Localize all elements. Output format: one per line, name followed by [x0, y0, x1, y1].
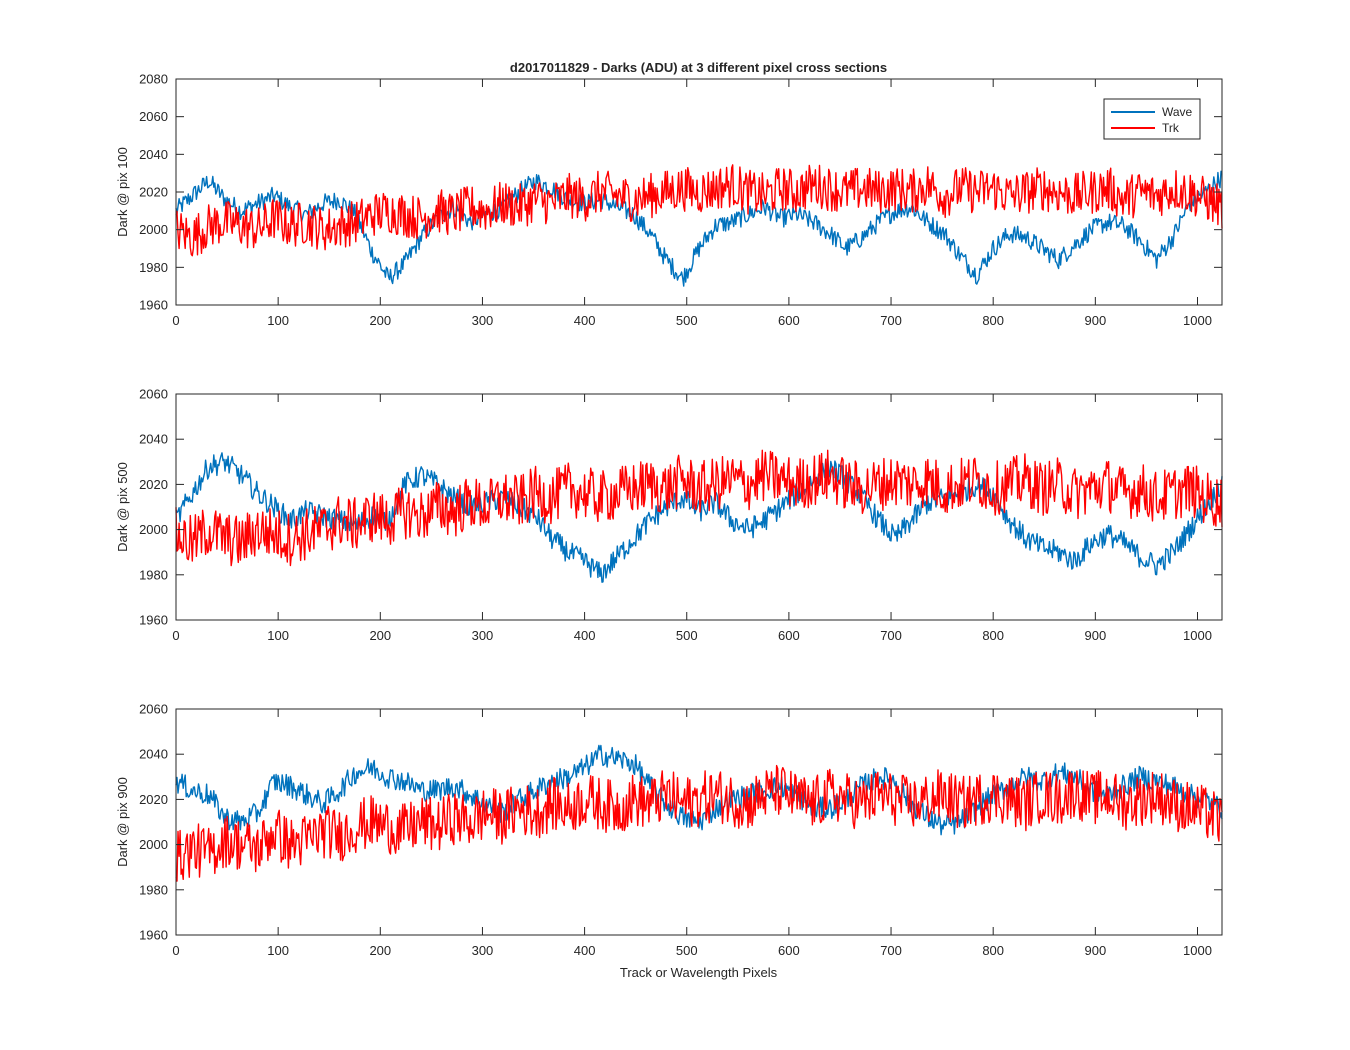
- y-tick-label: 2020: [139, 792, 168, 807]
- y-tick-label: 1960: [139, 613, 168, 628]
- x-tick-label: 600: [778, 628, 800, 643]
- legend-box: [1103, 98, 1201, 140]
- y-tick-label: 2040: [139, 432, 168, 447]
- x-tick-label: 0: [172, 313, 179, 328]
- x-tick-label: 500: [676, 313, 698, 328]
- y-tick-label: 1980: [139, 882, 168, 897]
- x-tick-label: 400: [574, 313, 596, 328]
- x-tick-label: 500: [676, 943, 698, 958]
- legend-label-trk: Trk: [1162, 121, 1180, 135]
- x-tick-label: 700: [880, 943, 902, 958]
- axes-frame: [175, 708, 1223, 936]
- y-tick-label: 2080: [139, 72, 168, 87]
- x-tick-label: 800: [982, 628, 1004, 643]
- x-tick-label: 100: [267, 943, 289, 958]
- x-tick-label: 600: [778, 313, 800, 328]
- legend-label-wave: Wave: [1162, 105, 1193, 119]
- x-tick-label: 1000: [1183, 628, 1212, 643]
- x-tick-label: 900: [1084, 943, 1106, 958]
- x-tick-label: 700: [880, 628, 902, 643]
- x-tick-label: 800: [982, 313, 1004, 328]
- axes-frame: [175, 393, 1223, 621]
- x-tick-label: 500: [676, 628, 698, 643]
- x-tick-label: 200: [369, 628, 391, 643]
- panel-middle: 0 100 200 300 400 500 600 700 800 900 1000 1960 1980…: [115, 387, 1223, 643]
- y-tick-label: 1960: [139, 298, 168, 313]
- x-tick-label: 0: [172, 628, 179, 643]
- figure-title: d2017011829 - Darks (ADU) at 3 different…: [510, 60, 887, 75]
- x-tick-label: 700: [880, 313, 902, 328]
- x-tick-label: 0: [172, 943, 179, 958]
- series-line-trk: [175, 449, 1223, 567]
- y-tick-label: 2040: [139, 147, 168, 162]
- series-line-wave: [175, 170, 1223, 287]
- series-line-trk: [175, 164, 1223, 257]
- x-tick-label: 300: [472, 313, 494, 328]
- x-tick-label: 400: [574, 943, 596, 958]
- x-tick-label: 300: [472, 943, 494, 958]
- x-tick-label: 1000: [1183, 313, 1212, 328]
- y-tick-label: 1980: [139, 260, 168, 275]
- panel-top: 0 100 200 300 400 500 600 700 800 900 1000 1960 1980…: [115, 72, 1223, 328]
- x-tick-label: 100: [267, 628, 289, 643]
- panel-bottom: 0 100 200 300 400 500 600 700 800 900 1000 1960 1980…: [115, 702, 1223, 958]
- y-tick-label: 2020: [139, 185, 168, 200]
- y-tick-label: 2020: [139, 477, 168, 492]
- y-axis-label: Dark @ pix 100: [115, 147, 130, 237]
- x-tick-label: 200: [369, 943, 391, 958]
- y-tick-label: 2000: [139, 222, 168, 237]
- legend: Wave Trk: [1103, 98, 1201, 140]
- y-axis-label: Dark @ pix 500: [115, 462, 130, 552]
- x-tick-label: 100: [267, 313, 289, 328]
- x-tick-label: 300: [472, 628, 494, 643]
- x-tick-label: 200: [369, 313, 391, 328]
- y-tick-label: 1960: [139, 928, 168, 943]
- y-tick-label: 2040: [139, 747, 168, 762]
- y-tick-label: 2060: [139, 702, 168, 717]
- y-tick-label: 2060: [139, 387, 168, 402]
- y-axis-label: Dark @ pix 900: [115, 777, 130, 867]
- x-tick-label: 800: [982, 943, 1004, 958]
- x-tick-label: 600: [778, 943, 800, 958]
- y-tick-label: 1980: [139, 567, 168, 582]
- x-tick-label: 900: [1084, 628, 1106, 643]
- x-tick-label: 400: [574, 628, 596, 643]
- x-tick-label: 1000: [1183, 943, 1212, 958]
- x-axis-label: Track or Wavelength Pixels: [620, 965, 778, 980]
- series-line-trk: [175, 764, 1223, 882]
- y-tick-label: 2000: [139, 837, 168, 852]
- x-tick-label: 900: [1084, 313, 1106, 328]
- y-tick-label: 2000: [139, 522, 168, 537]
- y-tick-label: 2060: [139, 109, 168, 124]
